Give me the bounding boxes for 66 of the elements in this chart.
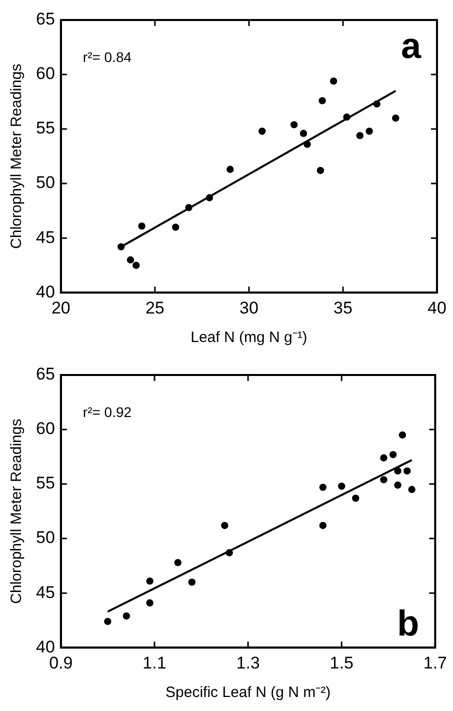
point (258, 128, 266, 135)
point (338, 482, 346, 490)
point (206, 194, 214, 202)
point (394, 467, 402, 475)
y-tick-label: 60 (36, 64, 55, 84)
y-tick-label: 45 (36, 228, 55, 247)
point (330, 77, 338, 85)
point (117, 243, 125, 250)
annotation: r²= 0.92 (82, 404, 132, 420)
annotation: a (400, 24, 422, 66)
point (316, 166, 324, 174)
y-tick-label: 55 (36, 474, 55, 493)
y-tick-label: 50 (36, 528, 55, 548)
point (185, 204, 192, 212)
point (138, 222, 146, 230)
point (221, 522, 228, 530)
y-tick-label: 65 (36, 10, 55, 29)
point (389, 451, 397, 458)
point (404, 467, 411, 475)
point (122, 612, 130, 620)
y-axis-title: Chlorophyll Meter Readings (8, 64, 26, 249)
point (318, 97, 326, 104)
y-tick-label: 65 (36, 364, 55, 384)
point (188, 578, 196, 586)
point (356, 132, 364, 140)
point (380, 454, 388, 462)
x-tick-label: 35 (334, 298, 352, 318)
point (352, 494, 360, 502)
y-axis-title: Chlorophyll Meter Readings (8, 418, 26, 604)
point (366, 128, 373, 135)
point (126, 256, 134, 264)
y-tick-label: 55 (36, 118, 55, 138)
point (394, 482, 402, 489)
point (304, 140, 311, 148)
annotation: b (397, 602, 420, 644)
y-tick-label: 50 (36, 173, 55, 192)
x-tick-label: 1.7 (423, 653, 448, 672)
point (392, 114, 400, 122)
point (319, 522, 326, 530)
point (226, 549, 233, 556)
x-axis-title: Specific Leaf N (g N m⁻²) (166, 684, 331, 702)
point (146, 577, 154, 585)
y-tick-label: 60 (36, 419, 55, 438)
point (290, 121, 298, 128)
point (146, 599, 154, 606)
point (380, 476, 388, 484)
x-tick-label: 1.5 (330, 653, 354, 672)
point (398, 431, 406, 439)
annotation: r²= 0.84 (82, 48, 132, 65)
point (104, 618, 112, 626)
point (373, 100, 380, 108)
point (300, 130, 308, 137)
x-tick-label: 40 (428, 298, 446, 318)
point (226, 166, 234, 173)
point (319, 484, 326, 491)
x-tick-label: 25 (145, 298, 164, 318)
point (343, 113, 350, 121)
x-tick-label: 1.3 (236, 653, 260, 672)
point (172, 224, 180, 231)
point (132, 262, 140, 269)
y-tick-label: 45 (36, 582, 55, 602)
x-axis-title: Leaf N (mg N g⁻¹) (190, 329, 308, 346)
point (408, 486, 416, 494)
x-tick-label: 30 (239, 298, 258, 318)
point (174, 558, 182, 566)
x-tick-label: 1.1 (142, 653, 166, 672)
